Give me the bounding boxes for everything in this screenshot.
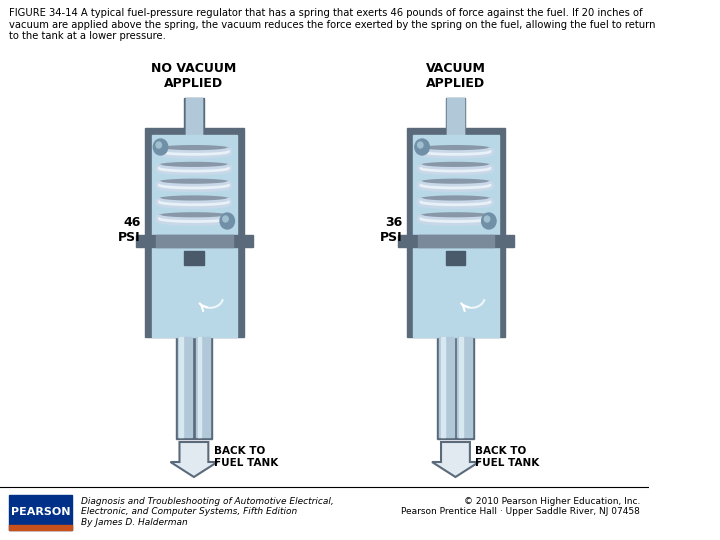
Text: VACUUM
APPLIED: VACUUM APPLIED [426,62,485,90]
Bar [176,335,194,439]
Bar [9,495,72,530]
Bar [418,235,494,247]
Bar [438,335,456,439]
Bar [9,525,72,530]
Bar [194,335,212,439]
Circle shape [485,216,490,222]
Circle shape [415,139,429,155]
Text: PEARSON: PEARSON [11,507,71,517]
Bar [145,247,243,337]
Bar [407,247,505,337]
Bar [456,335,474,439]
Bar [151,135,237,235]
Bar [447,98,464,135]
Bar [151,247,237,337]
Bar [446,98,465,135]
Bar [186,98,202,135]
Bar [136,235,253,247]
Circle shape [153,139,168,155]
Bar [441,337,445,437]
Bar [145,128,243,242]
Bar [197,337,201,437]
Bar [397,235,514,247]
Text: 46
PSI: 46 PSI [118,216,140,244]
Polygon shape [171,442,217,477]
Text: © 2010 Pearson Higher Education, Inc.
Pearson Prentice Hall · Upper Saddle River: © 2010 Pearson Higher Education, Inc. Pe… [402,497,640,516]
Bar [413,135,499,235]
Bar [439,337,454,437]
Circle shape [156,142,161,148]
Text: 36
PSI: 36 PSI [379,216,402,244]
Bar [196,337,210,437]
Bar [186,98,202,135]
Text: Diagnosis and Troubleshooting of Automotive Electrical,
Electronic, and Computer: Diagnosis and Troubleshooting of Automot… [81,497,334,527]
Text: FIGURE 34-14 A typical fuel-pressure regulator that has a spring that exerts 46 : FIGURE 34-14 A typical fuel-pressure reg… [9,8,655,41]
Circle shape [418,142,423,148]
Bar [156,235,233,247]
Text: BACK TO
FUEL TANK: BACK TO FUEL TANK [214,446,278,468]
Bar [413,247,499,337]
Circle shape [220,213,235,229]
Bar [447,98,464,135]
Bar [184,98,204,135]
Text: NO VACUUM
APPLIED: NO VACUUM APPLIED [151,62,237,90]
Bar [184,251,204,265]
Bar [457,337,472,437]
Bar [459,337,463,437]
Text: BACK TO
FUEL TANK: BACK TO FUEL TANK [475,446,539,468]
Circle shape [482,213,496,229]
Circle shape [222,216,228,222]
Bar [446,251,465,265]
Polygon shape [432,442,479,477]
Bar [179,337,183,437]
Bar [407,128,505,242]
Bar [178,337,192,437]
